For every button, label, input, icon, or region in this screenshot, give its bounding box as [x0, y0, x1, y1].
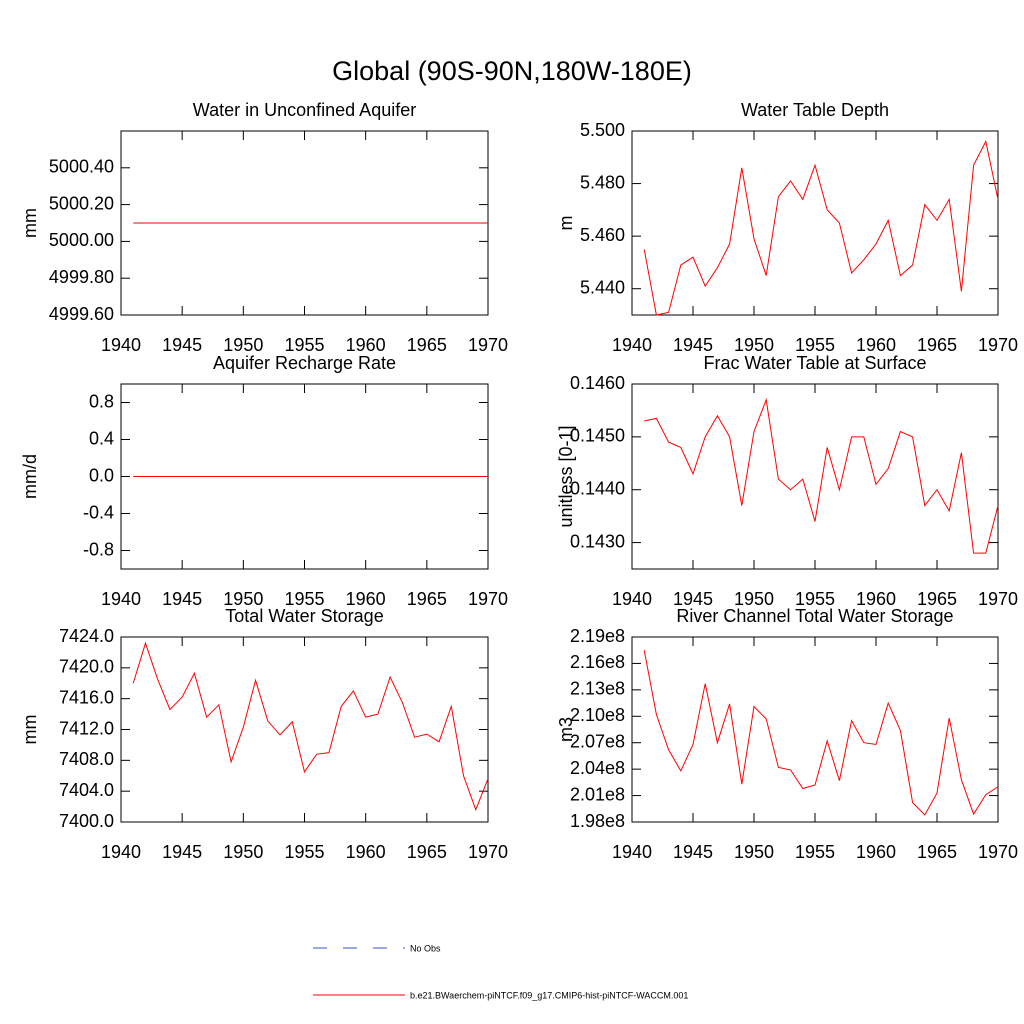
y-tick-label: 2.07e8 [570, 731, 625, 751]
x-tick-label: 1945 [673, 842, 713, 862]
y-tick-label: 7408.0 [59, 749, 114, 769]
x-tick-label: 1970 [978, 842, 1018, 862]
x-tick-label: 1950 [734, 842, 774, 862]
x-tick-label: 1940 [101, 842, 141, 862]
legend-label: No Obs [410, 943, 441, 953]
y-tick-label: 5000.40 [49, 157, 114, 177]
y-tick-label: 5.500 [580, 120, 625, 140]
y-axis-label: mm [20, 208, 40, 238]
y-axis-label: mm/d [20, 454, 40, 499]
x-tick-label: 1940 [101, 589, 141, 609]
x-tick-label: 1945 [162, 589, 202, 609]
panel-title: Aquifer Recharge Rate [213, 353, 396, 373]
y-axis-label: m3 [556, 717, 576, 742]
y-tick-label: 5.440 [580, 277, 625, 297]
y-tick-label: 0.0 [89, 465, 114, 485]
y-tick-label: 7400.0 [59, 811, 114, 831]
x-tick-label: 1955 [284, 335, 324, 355]
x-tick-label: 1950 [223, 589, 263, 609]
figure-title: Global (90S-90N,180W-180E) [332, 56, 692, 86]
x-tick-label: 1960 [856, 335, 896, 355]
y-tick-label: 4999.80 [49, 267, 114, 287]
x-tick-label: 1965 [407, 335, 447, 355]
x-tick-label: 1965 [407, 589, 447, 609]
y-tick-label: -0.4 [83, 502, 114, 522]
y-tick-label: 5.460 [580, 225, 625, 245]
y-tick-label: 2.10e8 [570, 705, 625, 725]
x-tick-label: 1965 [917, 335, 957, 355]
x-tick-label: 1940 [101, 335, 141, 355]
y-tick-label: 0.1450 [570, 426, 625, 446]
y-tick-label: 7416.0 [59, 687, 114, 707]
data-line [644, 397, 999, 554]
x-tick-label: 1955 [795, 589, 835, 609]
x-tick-label: 1970 [468, 335, 508, 355]
y-tick-label: 5000.00 [49, 230, 114, 250]
y-tick-label: 0.8 [89, 391, 114, 411]
legend-label: b.e21.BWaerchem-piNTCF.f09_g17.CMIP6-his… [410, 990, 688, 1000]
x-tick-label: 1960 [856, 589, 896, 609]
y-tick-label: 2.16e8 [570, 652, 625, 672]
x-tick-label: 1940 [612, 589, 652, 609]
data-line [643, 140, 999, 316]
x-tick-label: 1960 [346, 589, 386, 609]
y-tick-label: 1.98e8 [570, 811, 625, 831]
panel-title: Total Water Storage [225, 606, 383, 626]
y-tick-label: 0.4 [89, 428, 114, 448]
x-tick-label: 1945 [162, 842, 202, 862]
x-tick-label: 1960 [346, 335, 386, 355]
y-tick-label: 2.19e8 [570, 626, 625, 646]
panel-title: River Channel Total Water Storage [676, 606, 953, 626]
x-tick-label: 1970 [978, 335, 1018, 355]
x-tick-label: 1945 [673, 589, 713, 609]
x-tick-label: 1940 [612, 335, 652, 355]
x-tick-label: 1950 [734, 335, 774, 355]
x-tick-label: 1950 [223, 335, 263, 355]
x-tick-label: 1940 [612, 842, 652, 862]
y-tick-label: 0.1430 [570, 531, 625, 551]
y-tick-label: 2.13e8 [570, 679, 625, 699]
x-tick-label: 1960 [346, 842, 386, 862]
panel-title: Water Table Depth [741, 100, 889, 120]
x-tick-label: 1955 [284, 589, 324, 609]
x-tick-label: 1945 [162, 335, 202, 355]
y-tick-label: 7404.0 [59, 780, 114, 800]
y-tick-label: 4999.60 [49, 304, 114, 324]
y-tick-label: -0.8 [83, 539, 114, 559]
x-tick-label: 1945 [673, 335, 713, 355]
y-axis-label: mm [20, 715, 40, 745]
x-tick-label: 1965 [917, 589, 957, 609]
data-line [132, 641, 489, 812]
y-tick-label: 5000.20 [49, 193, 114, 213]
y-tick-label: 7412.0 [59, 718, 114, 738]
x-tick-label: 1965 [917, 842, 957, 862]
y-axis-label: unitless [0-1] [556, 425, 576, 527]
x-tick-label: 1950 [223, 842, 263, 862]
y-tick-label: 0.1460 [570, 373, 625, 393]
y-tick-label: 0.1440 [570, 478, 625, 498]
x-tick-label: 1955 [284, 842, 324, 862]
y-tick-label: 2.01e8 [570, 784, 625, 804]
x-tick-label: 1970 [468, 842, 508, 862]
x-tick-label: 1970 [468, 589, 508, 609]
y-tick-label: 7424.0 [59, 626, 114, 646]
y-axis-label: m [556, 216, 576, 231]
panel-title: Water in Unconfined Aquifer [193, 100, 416, 120]
data-line [643, 650, 999, 816]
y-tick-label: 5.480 [580, 172, 625, 192]
x-tick-label: 1955 [795, 842, 835, 862]
y-tick-label: 7420.0 [59, 657, 114, 677]
x-tick-label: 1960 [856, 842, 896, 862]
x-tick-label: 1950 [734, 589, 774, 609]
x-tick-label: 1970 [978, 589, 1018, 609]
x-tick-label: 1955 [795, 335, 835, 355]
y-tick-label: 2.04e8 [570, 758, 625, 778]
x-tick-label: 1965 [407, 842, 447, 862]
panel-title: Frac Water Table at Surface [703, 353, 926, 373]
